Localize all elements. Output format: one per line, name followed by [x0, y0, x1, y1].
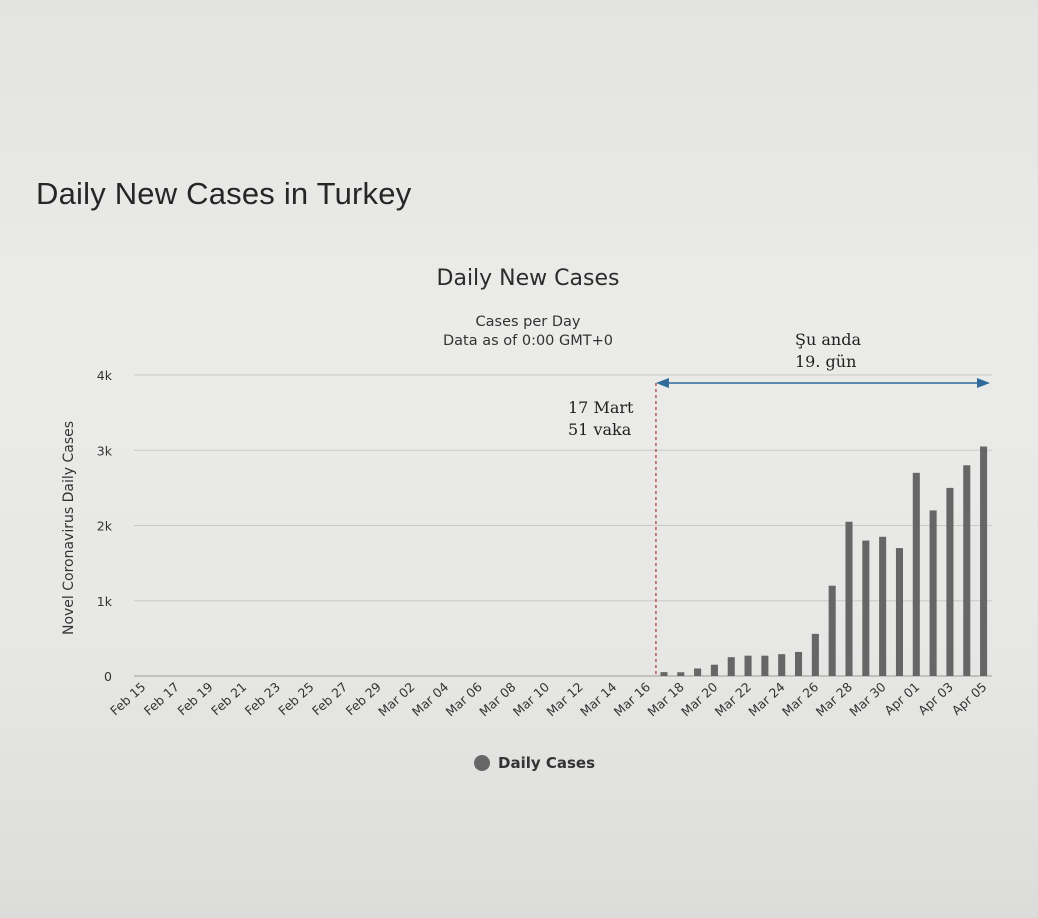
x-tick-label: Apr 03	[915, 679, 956, 718]
start-annotation: 17 Mart 51 vaka	[568, 397, 633, 441]
page-heading: Daily New Cases in Turkey	[36, 176, 412, 211]
x-tick-label: Feb 15	[107, 679, 148, 718]
x-tick-label: Apr 01	[881, 679, 922, 718]
chart-bar	[845, 521, 853, 676]
chart-bar	[963, 465, 971, 676]
x-tick-label: Mar 12	[543, 679, 585, 719]
x-tick-label: Mar 16	[611, 679, 653, 719]
chart-bar	[895, 548, 904, 676]
chart-legend[interactable]: Daily Cases	[474, 754, 595, 772]
x-tick-label: Mar 24	[745, 679, 787, 719]
x-tick-label: Mar 30	[846, 679, 888, 719]
chart-subtitle-line-1: Cases per Day	[475, 314, 581, 330]
x-tick-label: Feb 27	[309, 679, 350, 718]
chart-bar	[794, 651, 803, 676]
y-tick-label: 2k	[97, 519, 113, 534]
chart-bar	[660, 672, 668, 676]
chart-bar	[912, 472, 920, 676]
current-annotation-label: Şu anda	[795, 330, 861, 349]
chart-bar	[811, 633, 819, 676]
start-annotation-count: 51 vaka	[568, 420, 632, 439]
x-tick-label: Apr 05	[949, 679, 990, 718]
chart-bar	[744, 655, 752, 676]
current-annotation: Şu anda 19. gün	[795, 329, 861, 373]
x-tick-label: Mar 22	[712, 679, 754, 719]
chart-bar	[694, 668, 702, 676]
chart-bar	[862, 540, 870, 676]
chart-bar	[727, 657, 735, 676]
x-tick-label: Feb 23	[242, 679, 283, 718]
chart-bar	[778, 654, 786, 676]
x-tick-label: Feb 17	[141, 679, 182, 718]
chart-bar	[677, 672, 685, 676]
chart-bar	[946, 487, 954, 676]
x-tick-label: Mar 02	[375, 679, 417, 719]
x-tick-label: Mar 06	[443, 679, 485, 719]
legend-marker-icon	[474, 755, 490, 771]
x-tick-label: Mar 26	[779, 679, 821, 719]
chart-subtitle-line-2: Data as of 0:00 GMT+0	[442, 333, 613, 349]
y-tick-label: 4k	[97, 368, 113, 383]
chart-bar	[980, 446, 988, 676]
x-tick-label: Mar 18	[644, 679, 686, 719]
start-annotation-date: 17 Mart	[568, 398, 634, 417]
x-tick-label: Mar 28	[813, 679, 855, 719]
legend-label: Daily Cases	[498, 754, 596, 772]
x-tick-label: Mar 04	[409, 679, 451, 719]
current-annotation-day: 19. gün	[795, 352, 857, 371]
chart-bar	[929, 510, 937, 676]
chart-bar	[879, 536, 887, 676]
chart-bar	[710, 664, 718, 676]
chart-bar	[761, 655, 769, 676]
chart-bar	[828, 585, 836, 676]
arrow-left-head-icon	[655, 378, 669, 388]
chart-title: Daily New Cases	[436, 266, 620, 291]
x-tick-label: Feb 21	[208, 679, 249, 718]
x-tick-label: Mar 14	[577, 679, 619, 719]
y-tick-label: 3k	[97, 443, 113, 458]
x-tick-label: Mar 10	[510, 679, 552, 719]
y-tick-label: 0	[104, 669, 112, 684]
arrow-right-head-icon	[977, 378, 990, 388]
x-tick-label: Mar 08	[476, 679, 518, 719]
x-tick-label: Mar 20	[678, 679, 720, 719]
x-tick-label: Feb 25	[275, 679, 316, 718]
y-tick-label: 1k	[97, 594, 113, 609]
x-tick-label: Feb 19	[174, 679, 215, 718]
